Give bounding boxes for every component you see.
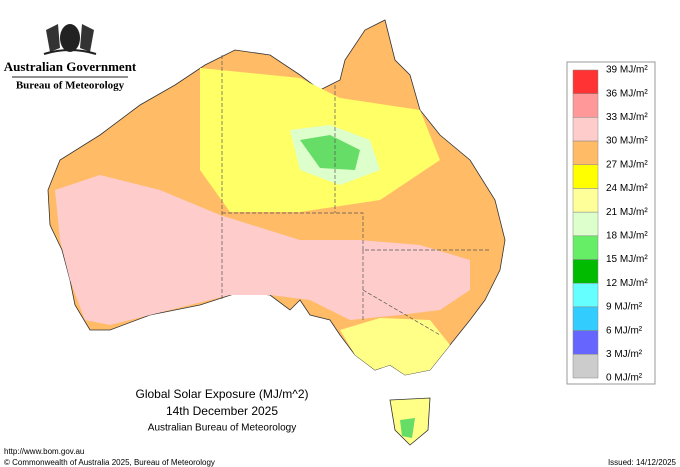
legend-label: 0 MJ/m²	[606, 373, 643, 384]
footer-issued: Issued: 14/12/2025	[608, 458, 677, 467]
caption-source: Australian Bureau of Meteorology	[148, 423, 296, 434]
legend-swatch	[572, 330, 599, 355]
legend-label: 6 MJ/m²	[606, 325, 643, 336]
legend-label: 30 MJ/m²	[606, 136, 648, 147]
legend-swatch	[572, 140, 599, 166]
legend-swatch	[572, 354, 599, 379]
footer-copyright: © Commonwealth of Australia 2025, Bureau…	[4, 458, 215, 467]
legend-label: 33 MJ/m²	[606, 112, 648, 123]
legend-label: 21 MJ/m²	[606, 207, 648, 218]
legend-label: 15 MJ/m²	[606, 254, 648, 265]
legend-swatch	[572, 235, 599, 260]
government-name: Australian Government	[4, 59, 137, 74]
legend-swatch	[572, 93, 599, 118]
legend: 39 MJ/m² 36 MJ/m² 33 MJ/m² 30 MJ/m² 27 MJ/m²…	[572, 65, 648, 384]
legend-swatch	[572, 259, 599, 284]
coat-of-arms	[43, 24, 97, 55]
legend-label: 24 MJ/m²	[606, 183, 648, 194]
footer-url: http://www.bom.gov.au	[4, 447, 84, 456]
legend-swatch	[572, 188, 599, 213]
legend-swatch	[572, 164, 599, 189]
caption-date: 14th December 2025	[166, 404, 278, 418]
legend-label: 9 MJ/m²	[606, 302, 643, 313]
legend-swatch	[572, 69, 599, 94]
legend-label: 3 MJ/m²	[606, 349, 643, 360]
legend-swatch	[572, 117, 599, 142]
legend-swatch	[572, 306, 599, 331]
legend-label: 27 MJ/m²	[606, 159, 648, 170]
australia-map	[47, 19, 506, 446]
legend-label: 36 MJ/m²	[606, 88, 648, 99]
legend-label: 39 MJ/m²	[606, 65, 648, 76]
bureau-name: Bureau of Meteorology	[16, 80, 125, 92]
legend-label: 18 MJ/m²	[606, 230, 648, 241]
legend-swatch	[572, 211, 599, 237]
caption-title: Global Solar Exposure (MJ/m^2)	[135, 387, 308, 401]
legend-label: 12 MJ/m²	[606, 278, 648, 289]
legend-swatch	[572, 282, 599, 308]
